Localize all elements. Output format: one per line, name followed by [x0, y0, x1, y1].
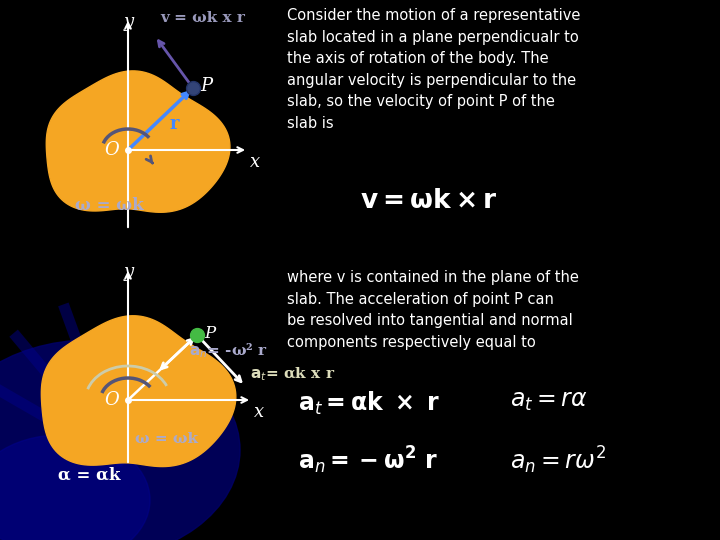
Text: $a_t= r\alpha$: $a_t= r\alpha$	[510, 390, 588, 413]
Text: $a_n= r\omega^2$: $a_n= r\omega^2$	[510, 445, 606, 476]
Text: where v is contained in the plane of the
slab. The acceleration of point P can
b: where v is contained in the plane of the…	[287, 270, 579, 350]
Text: y: y	[124, 263, 134, 281]
Text: v = ωk x r: v = ωk x r	[160, 11, 245, 25]
Text: ω = ωk: ω = ωk	[75, 197, 144, 214]
Text: y: y	[124, 13, 134, 31]
Text: ω = ωk: ω = ωk	[135, 432, 198, 446]
Text: x: x	[250, 153, 260, 171]
Ellipse shape	[0, 435, 150, 540]
Text: $\mathbf{a}_n\mathbf{= -\omega^2\ r}$: $\mathbf{a}_n\mathbf{= -\omega^2\ r}$	[298, 445, 438, 476]
Text: P: P	[204, 325, 215, 341]
Text: x: x	[254, 403, 264, 421]
Text: $\mathbf{a}_t\mathbf{= \alpha k\ \times\ r}$: $\mathbf{a}_t\mathbf{= \alpha k\ \times\…	[298, 390, 440, 417]
Ellipse shape	[0, 340, 240, 540]
Text: α = αk: α = αk	[58, 467, 120, 484]
Text: O: O	[104, 141, 119, 159]
Polygon shape	[41, 316, 236, 467]
Text: $\mathbf{v = \omega k \times r}$: $\mathbf{v = \omega k \times r}$	[360, 188, 498, 214]
Text: $\mathbf{a}_t$= αk x r: $\mathbf{a}_t$= αk x r	[250, 365, 336, 383]
Text: P: P	[200, 77, 212, 95]
Text: Consider the motion of a representative
slab located in a plane perpendicualr to: Consider the motion of a representative …	[287, 8, 580, 131]
Text: O: O	[104, 391, 119, 409]
Polygon shape	[46, 71, 230, 212]
Text: $\mathbf{a}_n$= -ω² r: $\mathbf{a}_n$= -ω² r	[189, 341, 268, 360]
Text: r: r	[170, 115, 179, 133]
